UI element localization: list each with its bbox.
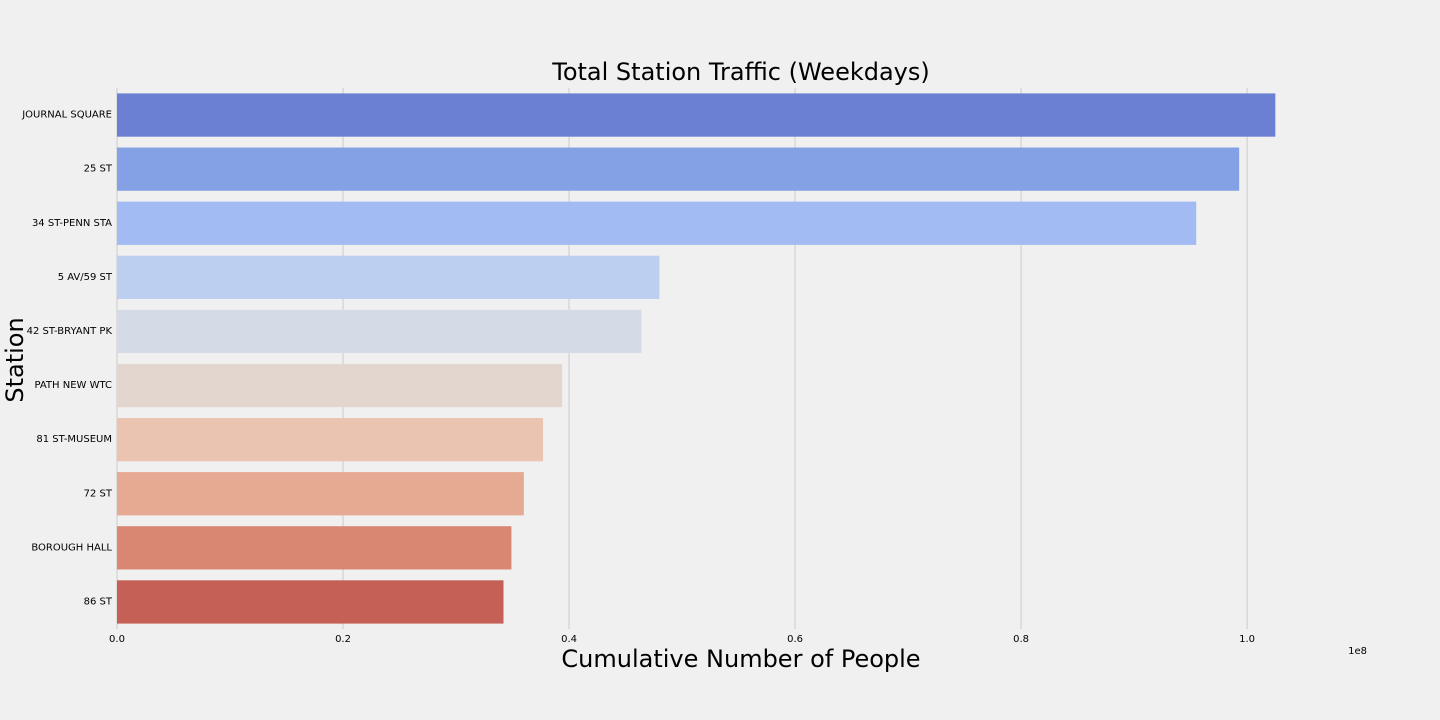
y-tick-label: 25 ST (84, 164, 113, 175)
y-tick-labels: JOURNAL SQUARE 25 ST 34 ST-PENN STA 5 AV/59… (21, 110, 113, 608)
bar (117, 255, 660, 299)
x-tick-label: 0.4 (561, 634, 577, 645)
bar (117, 363, 563, 408)
y-tick-label: 81 ST-MUSEUM (36, 434, 112, 445)
bar (117, 580, 504, 624)
bar (117, 201, 1197, 245)
bar (117, 93, 1276, 137)
x-tick-label: 0.0 (109, 634, 125, 645)
x-tick-label: 0.8 (1013, 634, 1029, 645)
y-tick-label: BOROUGH HALL (31, 542, 112, 553)
x-tick-label: 0.2 (335, 634, 351, 645)
bar (117, 309, 642, 354)
bar (117, 472, 524, 516)
y-tick-label: PATH NEW WTC (34, 380, 112, 391)
x-tick-label: 1.0 (1239, 634, 1255, 645)
y-tick-label: JOURNAL SQUARE (21, 110, 112, 121)
y-tick-label: 72 ST (84, 488, 113, 499)
y-tick-label: 86 ST (84, 596, 113, 607)
y-tick-label: 34 ST-PENN STA (32, 218, 112, 229)
bar (117, 418, 544, 462)
bars (117, 93, 1276, 624)
x-axis-label: Cumulative Number of People (561, 645, 920, 673)
bar (117, 147, 1240, 191)
y-tick-label: 42 ST-BRYANT PK (27, 326, 113, 337)
y-axis-label: Station (1, 317, 29, 402)
x-tick-label: 0.6 (787, 634, 803, 645)
bar (117, 526, 512, 570)
y-tick-label: 5 AV/59 ST (58, 272, 113, 283)
x-tick-labels: 0.0 0.2 0.4 0.6 0.8 1.0 (109, 634, 1255, 645)
chart-title: Total Station Traffic (Weekdays) (551, 58, 930, 86)
x-axis-offset-label: 1e8 (1348, 646, 1367, 657)
